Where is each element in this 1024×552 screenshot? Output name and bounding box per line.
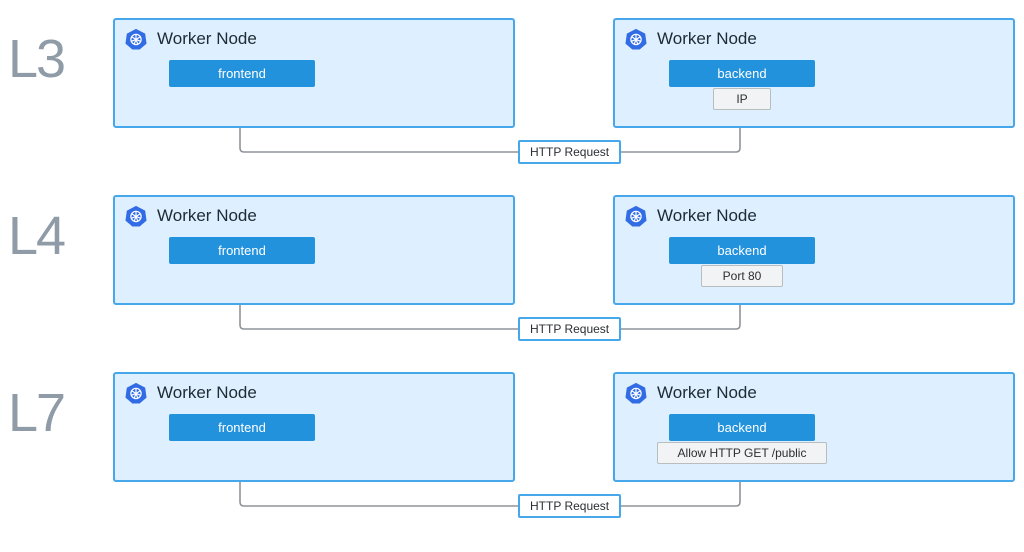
http-request-label: HTTP Request — [518, 140, 621, 164]
kubernetes-icon — [625, 28, 647, 50]
kubernetes-icon — [625, 205, 647, 227]
node-header: Worker Node — [115, 20, 513, 56]
http-request-label: HTTP Request — [518, 494, 621, 518]
node-title: Worker Node — [157, 206, 257, 226]
service-backend: backend — [669, 60, 815, 87]
worker-node-right: Worker Node backend Allow HTTP GET /publ… — [613, 372, 1015, 482]
node-title: Worker Node — [157, 29, 257, 49]
policy-rule: IP — [713, 88, 771, 110]
node-header: Worker Node — [115, 197, 513, 233]
worker-node-right: Worker Node backend Port 80 — [613, 195, 1015, 305]
worker-node-left: Worker Node frontend — [113, 372, 515, 482]
kubernetes-icon — [125, 382, 147, 404]
worker-node-right: Worker Node backend IP — [613, 18, 1015, 128]
service-backend: backend — [669, 237, 815, 264]
node-title: Worker Node — [157, 383, 257, 403]
policy-rule: Port 80 — [701, 265, 783, 287]
service-frontend: frontend — [169, 60, 315, 87]
kubernetes-icon — [125, 205, 147, 227]
node-title: Worker Node — [657, 29, 757, 49]
kubernetes-icon — [125, 28, 147, 50]
kubernetes-icon — [625, 382, 647, 404]
worker-node-left: Worker Node frontend — [113, 18, 515, 128]
service-frontend: frontend — [169, 414, 315, 441]
service-frontend: frontend — [169, 237, 315, 264]
http-request-label: HTTP Request — [518, 317, 621, 341]
service-backend: backend — [669, 414, 815, 441]
worker-node-left: Worker Node frontend — [113, 195, 515, 305]
node-title: Worker Node — [657, 383, 757, 403]
node-header: Worker Node — [115, 374, 513, 410]
node-header: Worker Node — [615, 20, 1013, 56]
node-header: Worker Node — [615, 374, 1013, 410]
node-header: Worker Node — [615, 197, 1013, 233]
node-title: Worker Node — [657, 206, 757, 226]
policy-rule: Allow HTTP GET /public — [657, 442, 827, 464]
